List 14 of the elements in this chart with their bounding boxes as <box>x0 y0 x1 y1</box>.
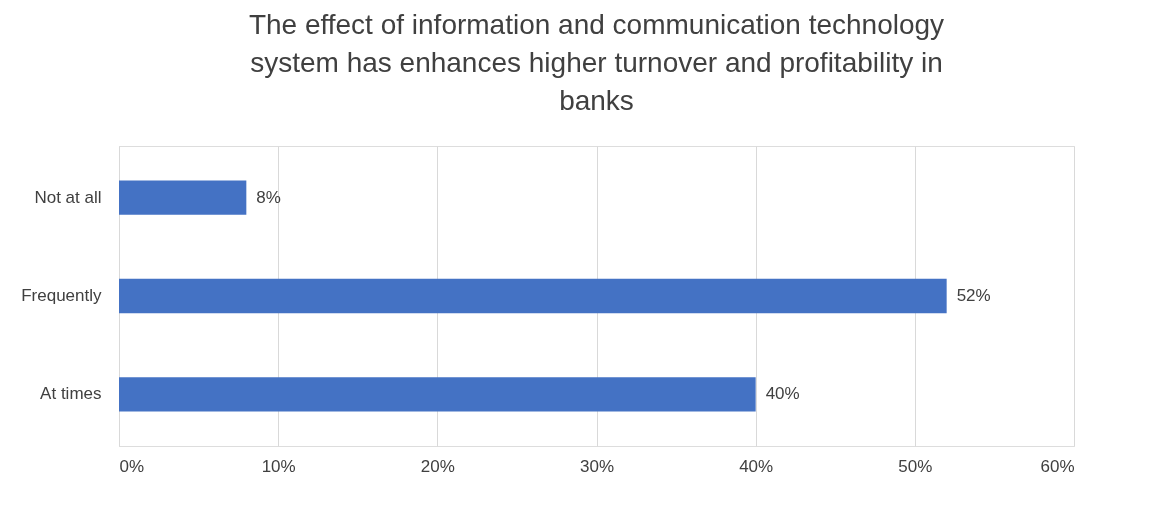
chart-title: The effect of information and communication technology system has enhances higher turnover and profitability in banks <box>248 9 945 116</box>
data-label: 40% <box>765 384 800 404</box>
y-tick-label: Frequently <box>21 286 102 305</box>
x-tick-label: 0% <box>119 456 145 476</box>
x-tick-label: 60% <box>1040 456 1075 476</box>
y-tick-label: At times <box>40 384 102 404</box>
data-label: 8% <box>256 187 281 207</box>
x-tick-label: 20% <box>420 456 455 476</box>
x-tick-label: 50% <box>898 456 933 476</box>
y-tick-label: Not at all <box>34 187 102 207</box>
x-tick-label: 30% <box>579 456 615 476</box>
data-label: 52% <box>956 286 991 305</box>
x-tick-label: 10% <box>261 456 296 476</box>
x-tick-label: 40% <box>739 456 774 476</box>
